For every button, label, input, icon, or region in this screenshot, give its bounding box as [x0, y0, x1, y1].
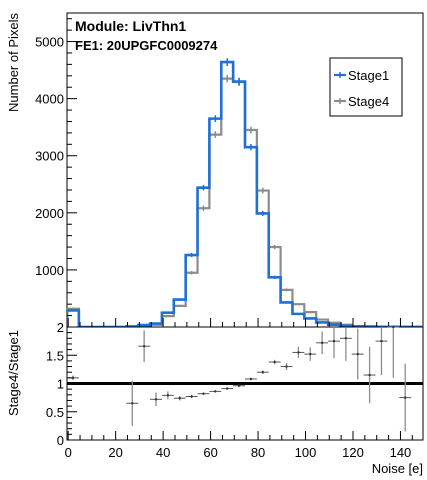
ratio-point [375, 327, 388, 376]
legend-entry-stage4: Stage4 [334, 94, 389, 109]
ratio-panel: 0 0.5 1 1.5 2 0 20 40 60 80 100 120 140 Stage4/Stag… [6, 320, 424, 476]
ratio-point-marker [273, 360, 276, 364]
legend-label: Stage1 [348, 68, 389, 83]
ratio-y-tick-label: 2 [57, 320, 64, 335]
ratio-x-tick-label: 80 [251, 445, 265, 460]
ratio-point [387, 325, 400, 378]
ratio-point [256, 370, 269, 374]
ratio-point [268, 359, 281, 365]
ratio-point-marker [154, 398, 158, 401]
ratio-point-marker [261, 371, 264, 374]
ratio-x-tick-label: 100 [295, 445, 317, 460]
ratio-point-marker [356, 352, 359, 356]
ratio-point-marker [332, 339, 336, 343]
ratio-point-marker [178, 396, 181, 400]
ratio-point-marker [226, 387, 229, 390]
ratio-point [316, 331, 329, 355]
ratio-x-tick-label: 20 [108, 445, 122, 460]
ratio-point-marker [237, 384, 241, 387]
ratio-points-group [67, 325, 423, 432]
ratio-point [161, 391, 174, 400]
ratio-point [126, 380, 139, 426]
histogram-y-axis-label: Number of Pixels [6, 13, 21, 112]
ratio-point [197, 392, 210, 395]
ratio-y-axis: 0 0.5 1 1.5 2 [46, 320, 77, 448]
ratio-point [209, 390, 222, 393]
ratio-point [292, 346, 305, 359]
ratio-point-marker [285, 365, 288, 368]
ratio-point-marker [297, 351, 300, 354]
ratio-point-marker [249, 377, 253, 381]
ratio-point [245, 377, 257, 381]
ratio-point [280, 363, 293, 370]
ratio-point [233, 384, 245, 387]
legend-label: Stage4 [348, 94, 389, 109]
ratio-point-marker [142, 345, 146, 348]
y-tick-label: 2000 [35, 206, 64, 221]
ratio-point [221, 387, 234, 390]
ratio-x-tick-label: 60 [203, 445, 217, 460]
ratio-x-tick-label: 40 [156, 445, 170, 460]
ratio-point [351, 328, 364, 380]
ratio-point [138, 330, 151, 363]
ratio-point [173, 395, 186, 401]
y-tick-label: 1000 [35, 263, 64, 278]
ratio-point-marker [309, 352, 312, 356]
ratio-point [328, 327, 340, 359]
module-title: Module: LivThn1 [75, 18, 186, 34]
y-tick-label: 4000 [35, 92, 64, 107]
ratio-point-marker [214, 390, 217, 393]
y-tick-label: 5000 [35, 35, 64, 50]
ratio-point-marker [166, 394, 170, 397]
legend: Stage1 Stage4 [329, 57, 403, 117]
legend-entry-stage1: Stage1 [334, 68, 389, 83]
y-tick-label: 3000 [35, 149, 64, 164]
ratio-point-marker [344, 337, 348, 340]
ratio-y-tick-label: 1 [57, 377, 64, 392]
ratio-x-tick-label: 0 [65, 445, 72, 460]
ratio-point-marker [404, 396, 407, 399]
ratio-point-marker [71, 376, 75, 380]
ratio-y-tick-label: 1.5 [46, 348, 64, 363]
ratio-point [304, 347, 317, 361]
ratio-point-marker [202, 392, 205, 395]
ratio-point [185, 394, 198, 399]
ratio-point-marker [380, 339, 383, 343]
ratio-point [339, 327, 352, 361]
ratio-x-axis-label: Noise [e] [372, 461, 423, 476]
frontend-title: FE1: 20UPGFC0009274 [75, 38, 218, 53]
ratio-y-tick-label: 0 [57, 433, 64, 448]
ratio-x-tick-label: 120 [342, 445, 364, 460]
ratio-point-marker [320, 341, 324, 345]
ratio-y-tick-label: 0.5 [46, 405, 64, 420]
ratio-y-axis-label: Stage4/Stage1 [6, 330, 21, 416]
ratio-point [363, 346, 376, 404]
ratio-point [150, 392, 162, 407]
ratio-point-marker [131, 402, 134, 405]
ratio-point-marker [368, 373, 371, 377]
legend-entries: Stage1 Stage4 [334, 68, 389, 109]
ratio-point [399, 363, 412, 432]
ratio-x-axis: 0 20 40 60 80 100 120 140 [65, 431, 413, 460]
legend-box [329, 57, 403, 117]
ratio-point-marker [190, 395, 193, 398]
ratio-point-marker [392, 325, 395, 329]
ratio-x-tick-label: 140 [390, 445, 412, 460]
histogram-y-axis: 1000 2000 3000 4000 5000 [35, 18, 413, 328]
